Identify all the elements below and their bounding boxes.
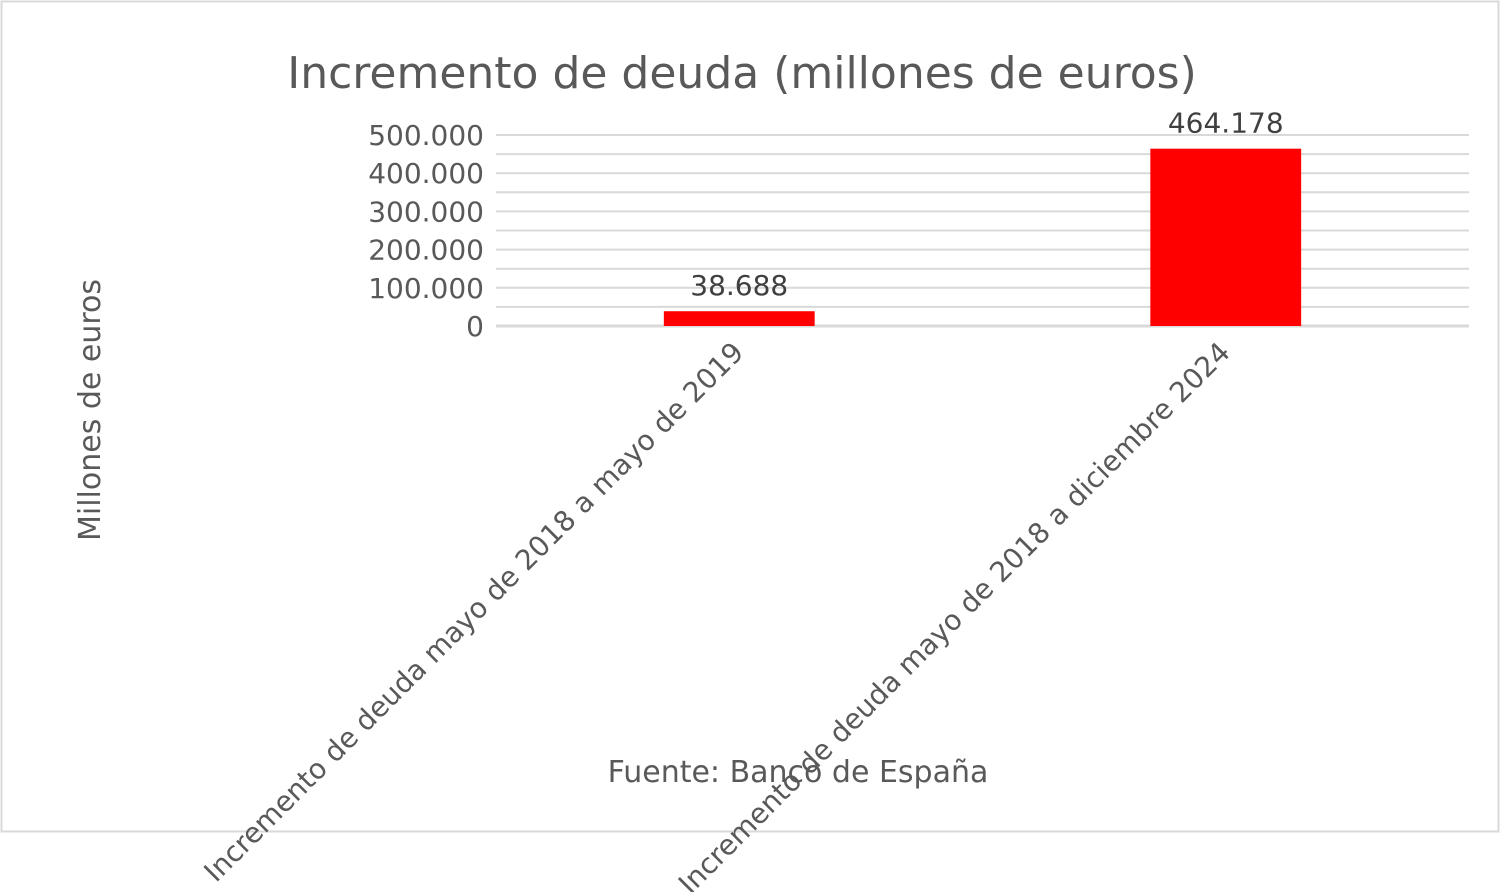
y-tick-label: 200.000 [368,234,484,267]
y-tick-label: 300.000 [368,195,484,228]
y-axis-title: Millones de euros [73,279,108,541]
x-axis-title: Fuente: Banco de España [608,755,989,790]
bar [1150,148,1302,326]
data-labels: 38.688 464.178 [690,107,1283,303]
y-axis-ticks: 0 100.000 200.000 300.000 400.000 500.000 [368,119,484,343]
data-label: 38.688 [690,269,788,302]
bars [663,148,1302,326]
y-tick-label: 0 [466,310,484,343]
y-tick-label: 400.000 [368,157,484,190]
gridlines [496,134,1469,328]
bar [663,311,815,326]
chart-border [0,0,1500,833]
data-label: 464.178 [1168,107,1284,140]
chart-title: Incremento de deuda (millones de euros) [287,48,1197,99]
y-tick-label: 100.000 [368,272,484,305]
y-tick-label: 500.000 [368,119,484,152]
